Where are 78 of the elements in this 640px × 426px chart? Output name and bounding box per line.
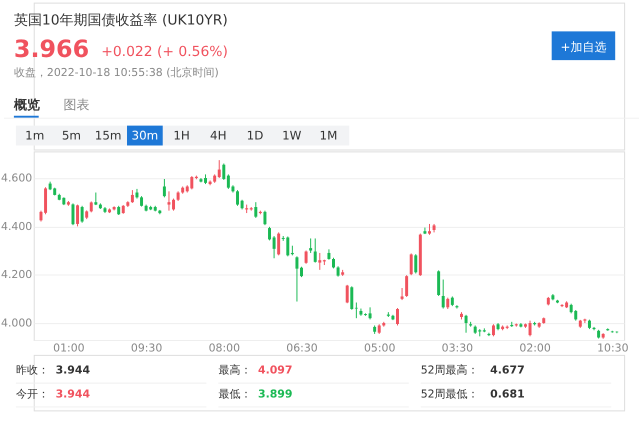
text: 30m: [132, 128, 158, 143]
candlestick: [71, 202, 74, 226]
candlestick: [263, 210, 266, 226]
x-tick-label: 01:00: [53, 341, 85, 354]
text: 昨收：: [16, 364, 49, 377]
candlestick: [492, 324, 495, 337]
text: +加自选: [560, 40, 606, 54]
candlestick: [140, 196, 144, 208]
text: 4.097: [258, 364, 292, 377]
text: 3.944: [56, 364, 90, 377]
candlestick: [378, 324, 381, 334]
text: +0.022 (+ 0.56%): [101, 44, 228, 60]
text: 3.944: [56, 388, 90, 401]
candlestick: [314, 238, 317, 264]
candlestick: [588, 319, 591, 330]
candlestick: [414, 254, 418, 274]
candlestick: [396, 308, 399, 326]
x-tick-label: 05:00: [364, 341, 396, 354]
x-tick-label: 02:00: [519, 341, 551, 354]
text: 0.681: [490, 388, 525, 401]
y-tick-label: 4.600: [1, 171, 32, 184]
text: 最低：: [218, 388, 252, 401]
x-tick-label: 08:00: [208, 341, 240, 354]
candlestick: [405, 274, 408, 298]
candlestick: [332, 257, 335, 269]
candlestick: [442, 279, 445, 310]
chart-title: 英国10年期国债收益率 (UK10YR): [14, 12, 228, 28]
candlestick: [410, 252, 413, 276]
x-tick-label: 09:30: [130, 341, 162, 354]
candlestick: [94, 192, 98, 206]
candlestick: [597, 330, 600, 338]
x-tick-label: 10:30: [597, 341, 629, 354]
candlestick: [304, 250, 308, 264]
text: 15m: [94, 128, 122, 143]
candlestick: [446, 297, 450, 310]
text: 5m: [62, 128, 82, 143]
candlestick: [135, 188, 138, 200]
candlestick: [602, 334, 605, 338]
text: 1M: [320, 128, 338, 143]
candlestick: [236, 190, 240, 206]
text: 1H: [173, 128, 190, 143]
candlestick: [437, 270, 440, 296]
candlestick: [450, 296, 454, 307]
text: 4H: [210, 128, 227, 143]
text: 3.899: [258, 388, 292, 401]
candlestick: [277, 232, 280, 256]
x-tick-label: 06:30: [286, 341, 318, 354]
y-tick-label: 4.000: [1, 316, 32, 330]
y-tick-label: 4.400: [1, 220, 32, 233]
candlestick: [400, 287, 404, 301]
candlestick: [130, 190, 134, 204]
candlestick: [176, 190, 180, 202]
candlestick: [570, 303, 573, 314]
text: 1m: [25, 128, 44, 143]
x-tick-label: 03:30: [442, 341, 474, 354]
candlestick: [327, 248, 330, 260]
candlestick: [80, 205, 84, 224]
text: 1W: [282, 128, 302, 143]
text: 3.966: [14, 35, 90, 64]
candlestick: [336, 266, 340, 278]
text: 4.677: [490, 364, 525, 377]
candlestick: [117, 205, 120, 216]
candlestick: [346, 284, 349, 304]
text: 最高：: [218, 364, 252, 377]
candlestick: [162, 178, 166, 198]
candlestick: [464, 314, 468, 334]
y-tick-label: 4.200: [1, 268, 32, 282]
text: 52周最低：: [420, 388, 479, 401]
text: 图表: [64, 98, 90, 113]
text: 52周最高：: [420, 364, 479, 377]
candlestick: [76, 204, 80, 227]
text: 概览: [12, 98, 40, 113]
text: 1D: [246, 128, 264, 143]
candlestick: [309, 238, 312, 254]
text: 今开：: [16, 388, 49, 401]
text: 收盘，2022-10-18 10:55:38 (北京时间): [14, 66, 219, 80]
candlestick: [254, 202, 258, 218]
candlestick: [428, 223, 431, 236]
